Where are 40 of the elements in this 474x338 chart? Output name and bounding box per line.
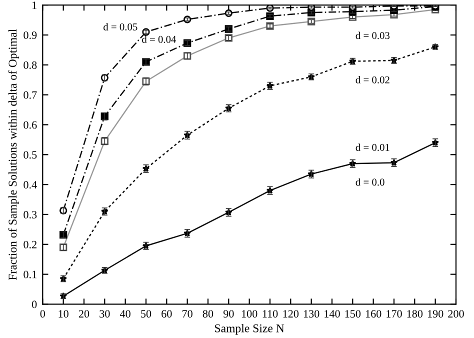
x-tick-label: 100 [242, 310, 258, 318]
x-tick-label: 50 [141, 310, 152, 318]
x-axis-title: Sample Size N [215, 324, 284, 335]
y-tick-label: 0.2 [24, 240, 36, 248]
x-tick-label: 20 [78, 310, 90, 318]
y-tick-label: 0.9 [24, 31, 37, 39]
x-tick-label: 70 [182, 310, 192, 318]
x-tick-label: 80 [202, 310, 214, 318]
x-tick-label: 180 [407, 310, 423, 318]
y-tick-label: 0.3 [24, 210, 37, 218]
annotation: d = 0.04 [142, 36, 176, 43]
annotation: d = 0.05 [104, 23, 138, 30]
x-tick-label: 110 [262, 310, 278, 318]
x-tick-label: 10 [58, 310, 68, 318]
annotation: d = 0.02 [356, 76, 390, 84]
x-tick-label: 120 [283, 310, 299, 318]
y-tick-label: 0.1 [24, 270, 36, 278]
x-tick-label: 130 [304, 310, 320, 318]
x-tick-label: 170 [386, 310, 402, 318]
y-tick-label: 0.5 [24, 151, 37, 159]
y-axis-title: Fraction of Sample Solutions within delta of Optimal [8, 29, 20, 280]
x-tick-label: 90 [223, 310, 234, 318]
y-tick-label: 1 [32, 2, 36, 9]
x-tick-label: 150 [345, 310, 361, 318]
x-tick-label: 190 [428, 310, 444, 318]
annotation: d = 0.03 [356, 32, 390, 40]
annotation: d = 0.01 [356, 144, 390, 151]
x-tick-label: 0 [40, 310, 46, 318]
y-tick-label: 0.8 [24, 61, 37, 69]
x-tick-label: 30 [100, 310, 110, 318]
y-tick-label: 0.6 [24, 121, 37, 129]
y-tick-label: 0 [32, 300, 37, 308]
annotation: d = 0.0 [356, 178, 384, 186]
x-tick-label: 140 [324, 310, 340, 318]
x-tick-label: 60 [162, 310, 172, 318]
x-tick-label: 40 [120, 310, 130, 318]
y-tick-label: 0.4 [24, 181, 37, 189]
y-tick-label: 0.7 [24, 91, 37, 99]
x-tick-label: 200 [448, 310, 464, 318]
x-tick-label: 160 [366, 310, 382, 318]
